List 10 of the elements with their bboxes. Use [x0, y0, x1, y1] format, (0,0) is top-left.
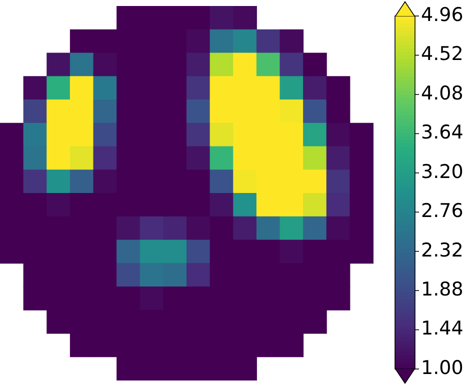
color-bar-label: 2.76 [421, 200, 464, 222]
color-bar-label: 4.52 [421, 43, 464, 66]
color-bar-label: 1.44 [421, 318, 464, 340]
color-bar-label: 3.64 [421, 122, 464, 144]
color-bar-label: 3.20 [421, 160, 464, 183]
color-bar-label: 4.96 [421, 4, 464, 26]
color-bar-label: 1.00 [421, 356, 464, 379]
color-bar-label: 4.08 [421, 82, 464, 104]
color-bar-label: 2.32 [421, 239, 464, 262]
color-bar-label: 1.88 [421, 278, 464, 300]
